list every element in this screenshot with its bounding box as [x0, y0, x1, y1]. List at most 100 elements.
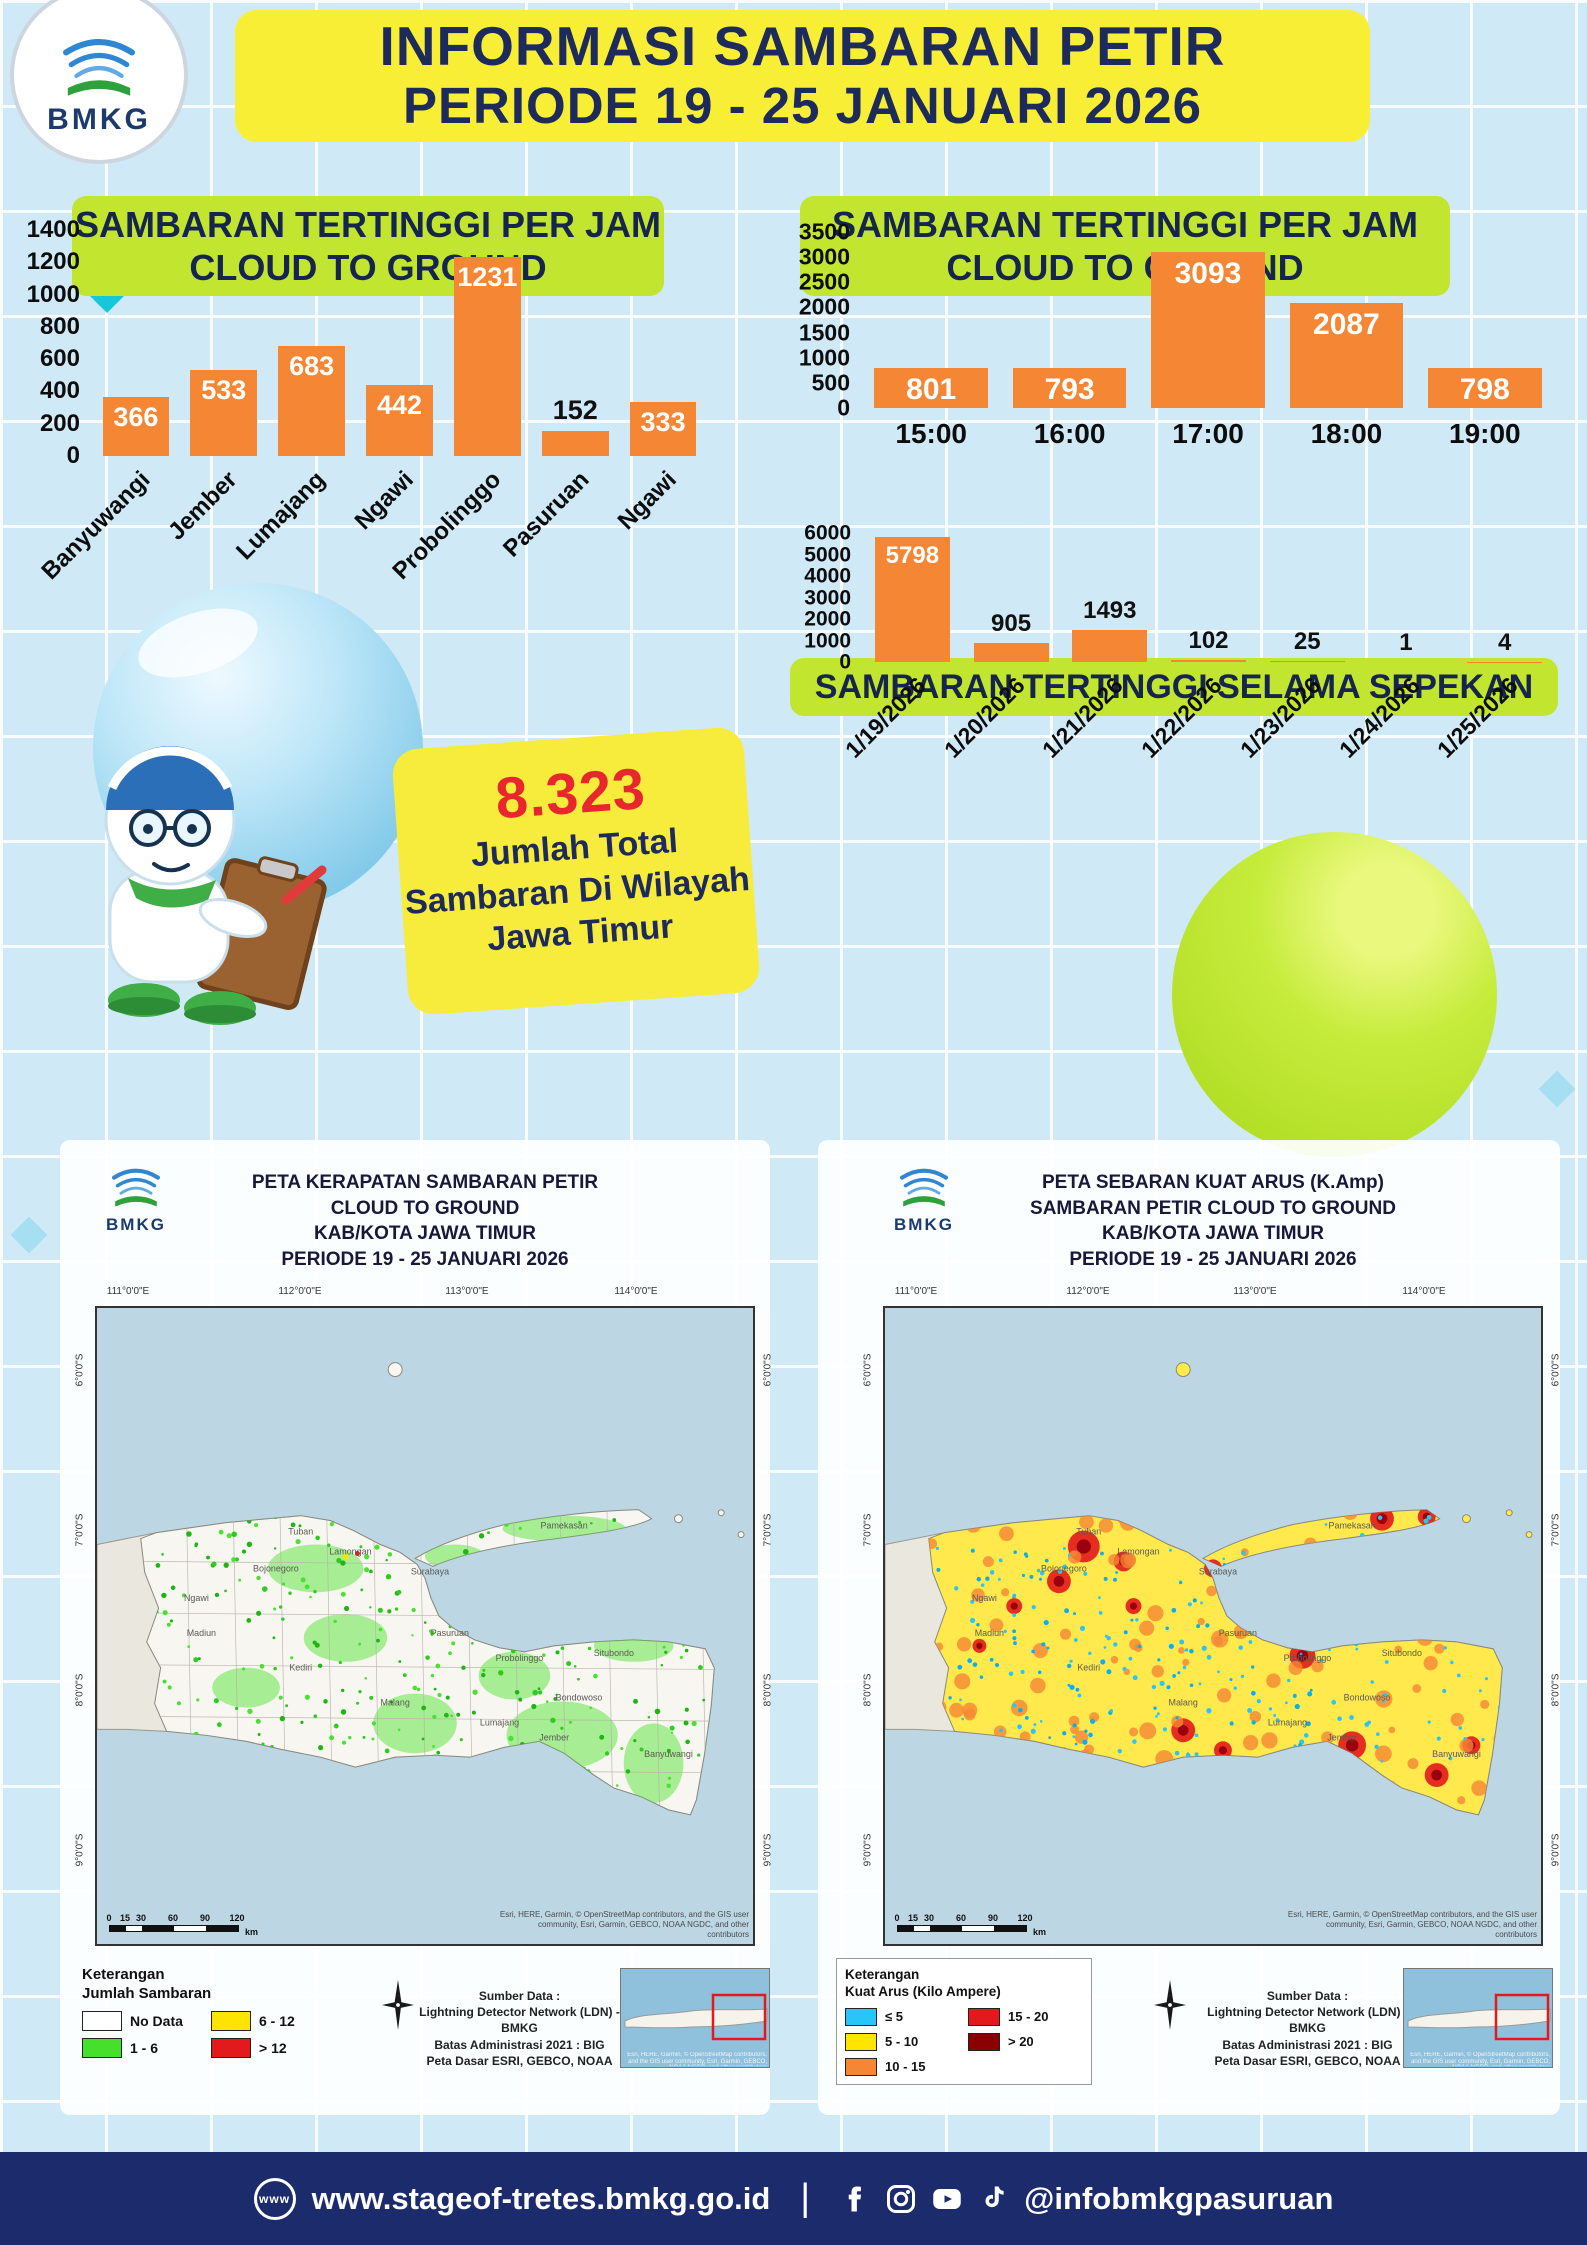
- bar: 1231: [453, 257, 521, 456]
- bar-group: 801 15:00: [862, 232, 1000, 449]
- bar-group: 333 Ngawi: [613, 230, 707, 535]
- bars-area: 5798 1/19/2026 905 1/20/2026 1493 1/21/2026 10…: [840, 533, 1554, 763]
- bar-value-label: 798: [1459, 372, 1510, 406]
- instagram-icon[interactable]: [886, 2184, 916, 2214]
- y-axis: 0 200 400 600 800 1000 1200 1400: [26, 218, 84, 468]
- map-panel-current: BMKG PETA SEBARAN KUAT ARUS (K.Amp) SAMBA…: [818, 1140, 1562, 2115]
- svg-text:Lamongan: Lamongan: [329, 1546, 371, 1556]
- svg-text:Jember: Jember: [1327, 1732, 1357, 1742]
- bar-value-label: 333: [640, 407, 686, 438]
- bar-value-label: 3093: [1174, 257, 1242, 291]
- bar: 442: [366, 384, 433, 456]
- legend-swatch: [845, 2007, 877, 2026]
- latitude-label: 8°0'0"S: [74, 1673, 86, 1707]
- y-tick-label: 0: [837, 394, 850, 421]
- youtube-icon[interactable]: [932, 2184, 962, 2214]
- latitude-label: 8°0'0"S: [862, 1673, 874, 1707]
- map-attribution: Esri, HERE, Garmin, © OpenStreetMap cont…: [499, 1910, 749, 1939]
- svg-text:Bondowoso: Bondowoso: [556, 1693, 603, 1703]
- y-tick-label: 2000: [798, 293, 850, 320]
- bar: [541, 431, 609, 456]
- y-tick-label: 4000: [804, 564, 851, 588]
- facebook-icon[interactable]: [840, 2184, 870, 2214]
- bar-value-label: 152: [552, 395, 598, 426]
- y-tick-label: 0: [66, 442, 80, 469]
- y-tick-label: 1400: [26, 216, 80, 243]
- legend-label: ≤ 5: [885, 2009, 903, 2025]
- y-tick-label: 1000: [804, 629, 851, 652]
- y-tick-label: 600: [39, 345, 80, 373]
- y-tick-label: 800: [39, 312, 80, 340]
- latitude-label: 8°0'0"S: [762, 1673, 774, 1707]
- text-line: Kuat Arus (Kilo Ampere): [845, 1983, 1001, 1999]
- latitude-label: 9°0'0"S: [74, 1833, 86, 1867]
- text-line: KAB/KOTA JAWA TIMUR: [313, 1223, 536, 1245]
- y-axis: 0 1000 2000 3000 4000 5000 6000: [795, 523, 855, 673]
- scale-number: 0: [106, 1913, 112, 1923]
- latitude-label: 9°0'0"S: [862, 1833, 874, 1867]
- svg-text:Banyuwangi: Banyuwangi: [644, 1749, 693, 1759]
- latitude-label: 7°0'0"S: [74, 1513, 86, 1547]
- left-chart-title-banner: SAMBARAN TERTINGGI PER JAM CLOUD TO GROU…: [72, 196, 664, 296]
- footer-website-link[interactable]: www.stageof-tretes.bmkg.go.id: [311, 2180, 771, 2216]
- bar-value-label: 1231: [457, 262, 518, 293]
- bar-value-label: 793: [1044, 373, 1095, 407]
- y-tick-label: 1200: [26, 248, 80, 276]
- bar-group: 905 1/20/2026: [939, 533, 1061, 763]
- www-globe-icon: www: [253, 2177, 296, 2220]
- svg-text:Situbondo: Situbondo: [594, 1648, 634, 1658]
- bar: 793: [1012, 368, 1127, 408]
- y-tick-label: 2000: [804, 607, 851, 631]
- text-line: Lightning Detector Network (LDN) - BMKG: [1207, 2005, 1408, 2036]
- legend-swatch: [82, 2037, 122, 2058]
- y-tick-label: 2500: [798, 268, 850, 295]
- latitude-label: 6°0'0"S: [762, 1353, 774, 1387]
- x-axis-label: 17:00: [1172, 418, 1244, 449]
- bmkg-emblem-icon: [900, 1168, 948, 1207]
- chart-highest-strikes-by-day: 0 1000 2000 3000 4000 5000 6000 5798 1/19/2026 9…: [795, 523, 1558, 763]
- text-line: Peta Dasar ESRI, GEBCO, NOAA: [1214, 2053, 1401, 2068]
- footer-divider: |: [800, 2177, 811, 2219]
- bar-value-label: 683: [289, 350, 335, 381]
- scale-number: 30: [923, 1913, 935, 1923]
- decorative-diamond: [10, 1216, 48, 1254]
- legend-swatch: [211, 2010, 251, 2031]
- text-line: Jumlah Sambaran: [82, 1984, 212, 2002]
- footer-social-handle[interactable]: @infobmkgpasuruan: [1024, 2180, 1334, 2216]
- bar-group: 1231 Probolinggo: [387, 230, 531, 585]
- map-source-note: Sumber Data : Lightning Detector Network …: [1200, 1988, 1415, 2069]
- legend-label: 15 - 20: [1008, 2009, 1049, 2025]
- text-line: PETA KERAPATAN SAMBARAN PETIR: [251, 1172, 599, 1193]
- map-title: PETA SEBARAN KUAT ARUS (K.Amp) SAMBARAN P…: [943, 1170, 1483, 1273]
- latitude-label: 7°0'0"S: [762, 1513, 774, 1547]
- x-axis-label: Pasuruan: [497, 466, 595, 563]
- chart-highest-strikes-by-hour: 0 500 1000 1500 2000 2500 3000 3500 801 15:00 793…: [792, 220, 1558, 449]
- legend-item: 10 - 15: [845, 2057, 960, 2076]
- tiktok-icon[interactable]: [978, 2184, 1008, 2214]
- scale-number: 15: [907, 1913, 919, 1923]
- scale-numbers: 0 15 30 60 90 120: [894, 1913, 1047, 1925]
- scale-number: 0: [894, 1913, 900, 1923]
- legend-label: 6 - 12: [259, 2012, 295, 2029]
- longitude-axis: 111°0'0"E 112°0'0"E 113°0'0"E 114°0'0"E: [95, 1286, 755, 1302]
- main-title-line1: INFORMASI SAMBARAN PETIR: [379, 15, 1226, 78]
- compass-icon: [1154, 1980, 1186, 2030]
- svg-text:Madiun: Madiun: [187, 1628, 216, 1638]
- y-tick-label: 400: [39, 377, 80, 405]
- svg-text:Pamekasan: Pamekasan: [1329, 1521, 1376, 1531]
- text-line: Keterangan: [845, 1967, 920, 1982]
- bars-area: 366 Banyuwangi 533 Jember 683 Lumajang 442 Ngaw…: [36, 230, 707, 585]
- bar-value-label: 2087: [1313, 308, 1380, 342]
- scale-number: 30: [135, 1913, 147, 1923]
- legend-density: Keterangan Jumlah Sambaran No Data 6 - 12 1…: [82, 1966, 332, 2058]
- longitude-label: 113°0'0"E: [1233, 1286, 1277, 1297]
- svg-text:Ngawi: Ngawi: [184, 1593, 209, 1603]
- legend-swatch: [211, 2037, 251, 2058]
- longitude-label: 111°0'0"E: [106, 1286, 150, 1297]
- bar: 798: [1428, 367, 1542, 408]
- svg-text:Lumajang: Lumajang: [1268, 1717, 1307, 1727]
- y-tick-label: 5000: [804, 543, 851, 566]
- svg-text:Malang: Malang: [381, 1698, 410, 1708]
- bar-group: 1493 1/21/2026: [1037, 533, 1159, 763]
